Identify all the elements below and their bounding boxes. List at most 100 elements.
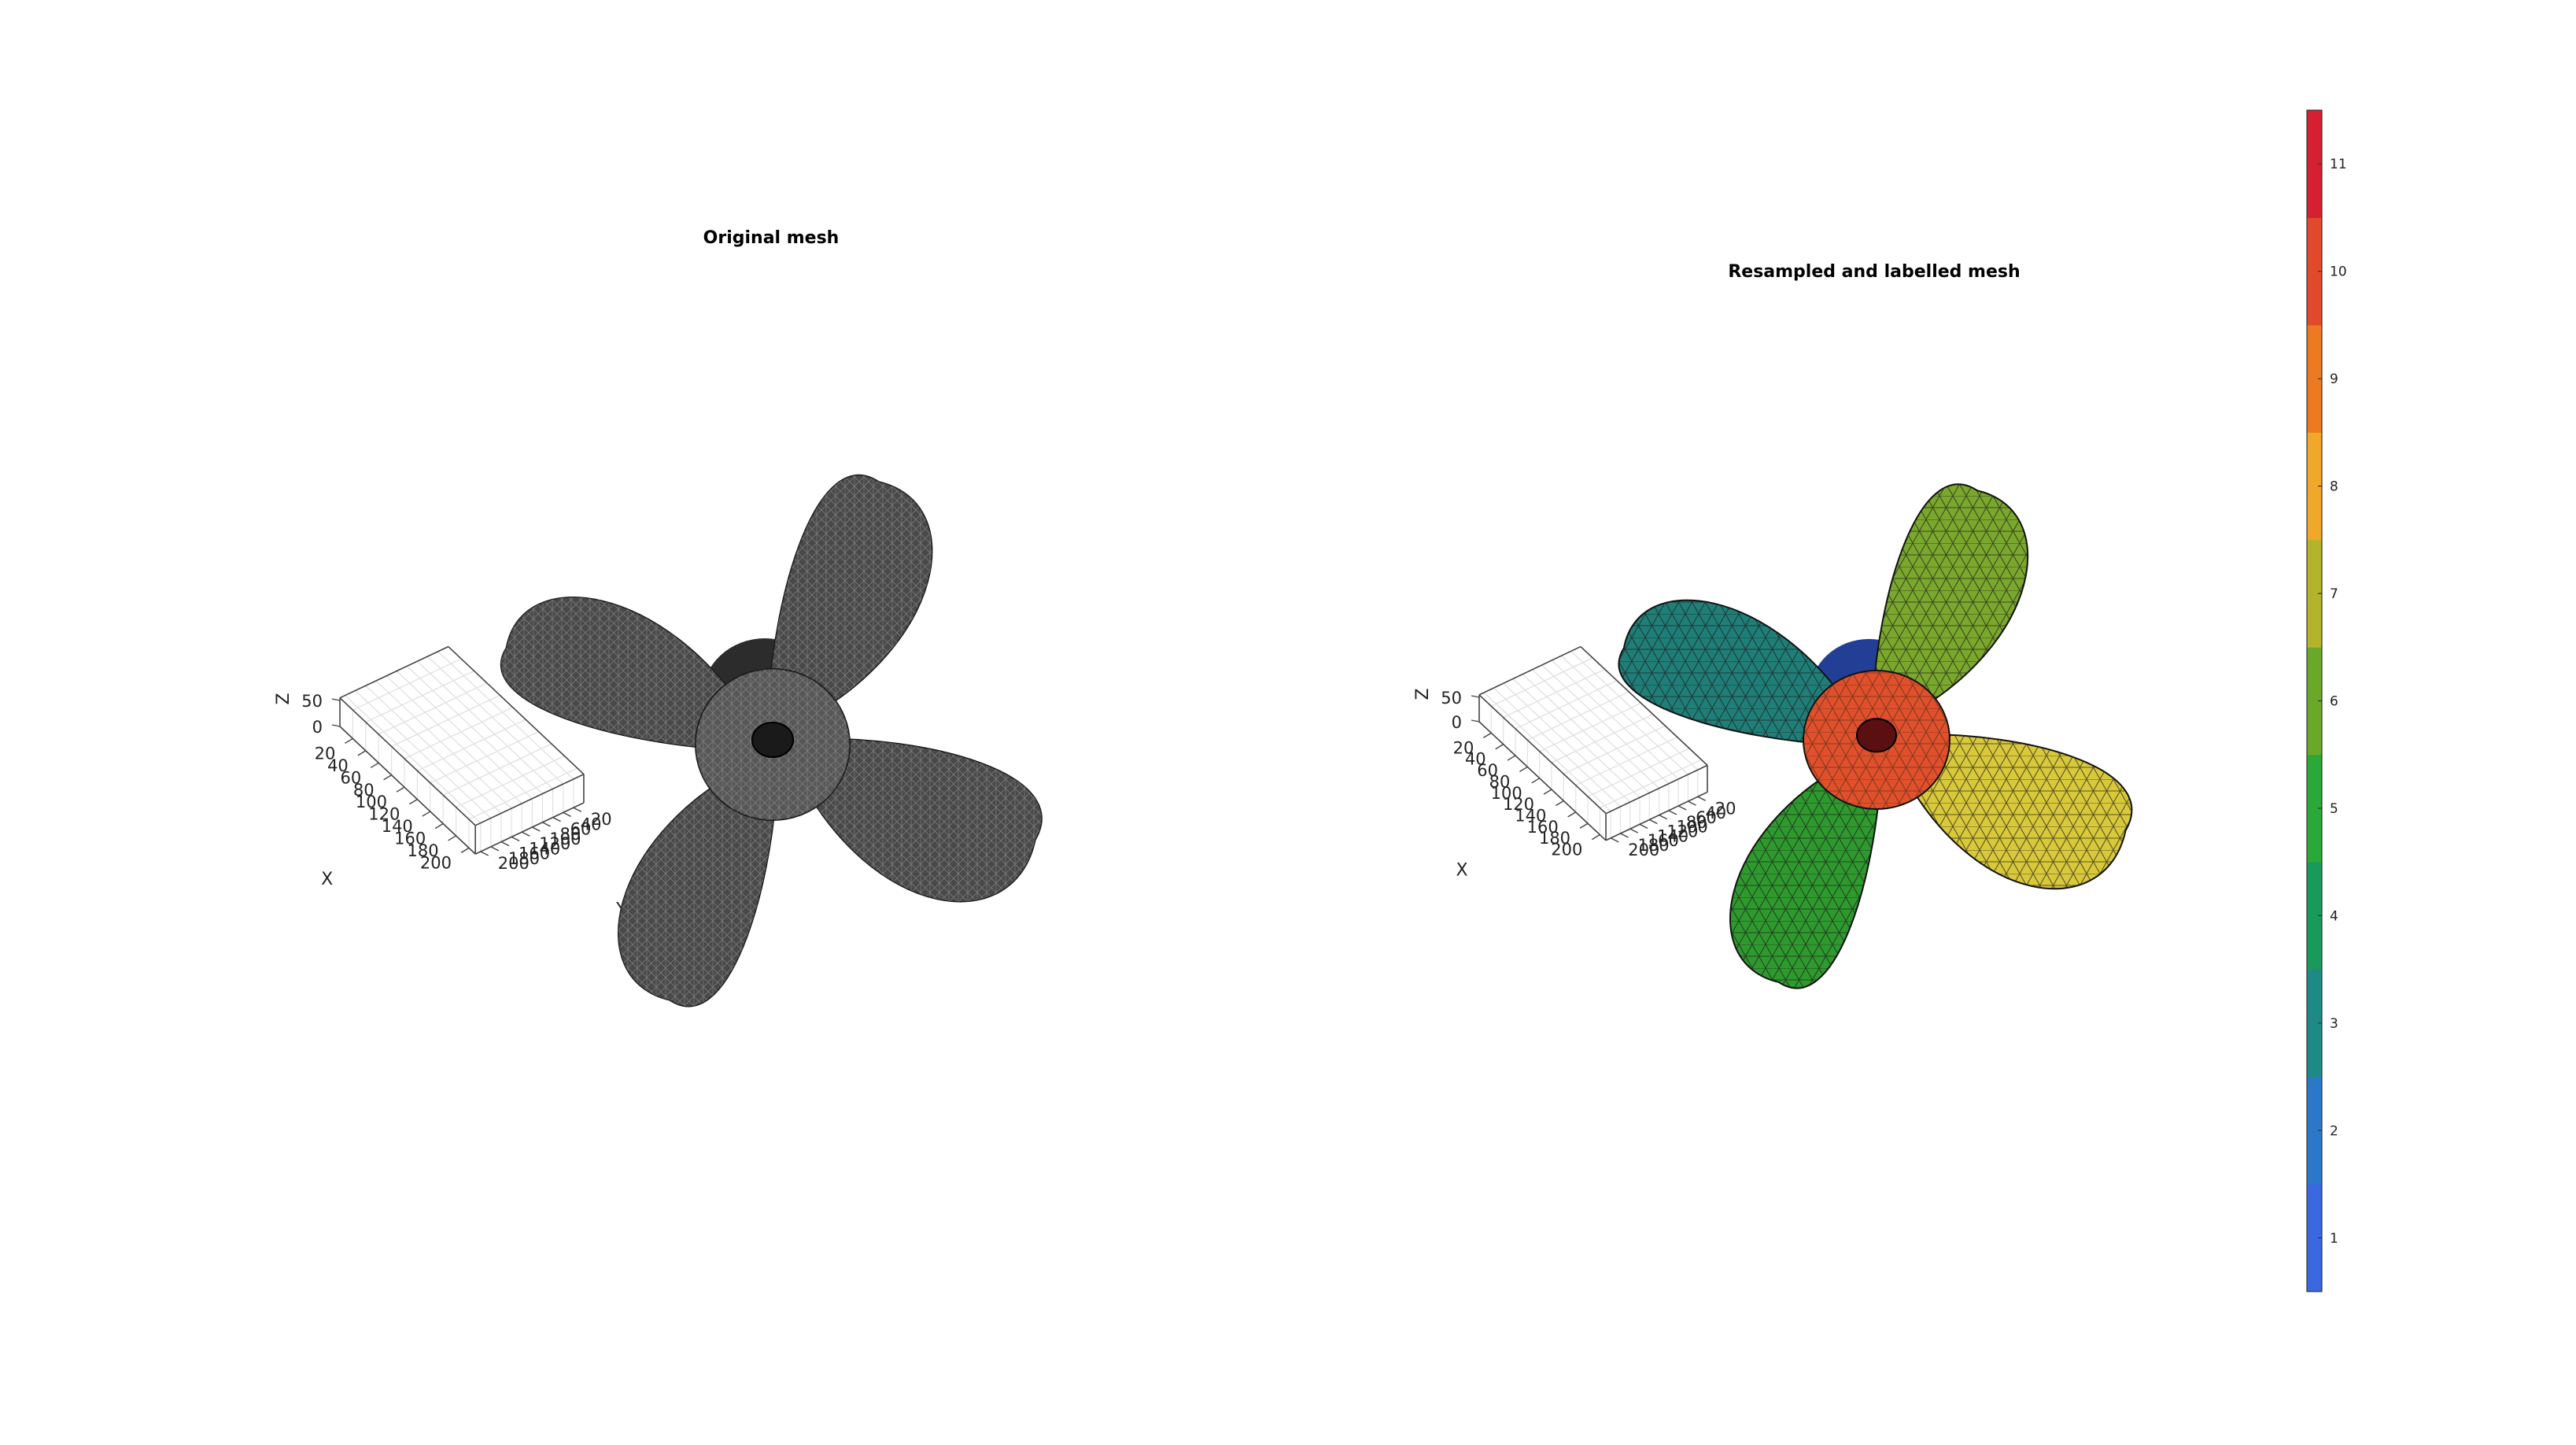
x-tick-mark (1482, 732, 1492, 738)
colorbar-tick-label: 1 (2330, 1231, 2338, 1247)
colorbar-tick-label: 3 (2330, 1016, 2338, 1032)
y-tick-mark (1639, 823, 1648, 829)
y-tick-mark (563, 811, 572, 818)
axes-box-edge (1478, 694, 1607, 815)
y-tick-mark (521, 831, 530, 837)
grid-line (365, 670, 474, 723)
y-tick-mark (1620, 833, 1629, 838)
grid-line (1570, 650, 1699, 771)
x-tick-mark (370, 762, 379, 768)
colorbar-tick-label: 4 (2330, 908, 2338, 924)
z-tick-label: 50 (301, 692, 323, 711)
x-tick-mark (460, 847, 470, 854)
colorbar-segment (2307, 1184, 2322, 1292)
x-tick-label: 100 (356, 793, 387, 811)
axes-box-edge (474, 773, 585, 826)
axes-box-edge (1580, 645, 1708, 766)
y-tick-mark (1677, 805, 1687, 811)
axes-box-edge (339, 645, 449, 699)
y-tick-label: 160 (1648, 831, 1679, 850)
x-tick-mark (1507, 755, 1516, 761)
x-tick-label: 140 (382, 817, 413, 836)
y-tick-label: 120 (539, 834, 570, 853)
colorbar-segment (2307, 217, 2322, 326)
x-tick-label: 40 (327, 756, 349, 775)
x-tick-label: 140 (1515, 807, 1546, 826)
right-axes: 2040608010012014016018020020406080100120… (1413, 483, 2133, 989)
x-tick-label: 180 (1539, 829, 1570, 848)
grid-line (1522, 674, 1650, 793)
colorbar-segment (2307, 969, 2322, 1077)
grid-line (437, 651, 574, 780)
y-tick-label: 180 (508, 849, 540, 868)
grid-line (375, 680, 512, 809)
left-axes-title: Original mesh (703, 228, 840, 248)
x-tick-label: 160 (1527, 818, 1559, 837)
x-tick-mark (1519, 766, 1528, 773)
colorbar-tick-label: 2 (2330, 1123, 2338, 1139)
x-tick-label: 80 (353, 781, 375, 800)
right-axes-title: Resampled and labelled mesh (1728, 262, 2021, 282)
grid-line (1515, 680, 1618, 730)
y-tick-mark (1610, 837, 1619, 843)
grid-line (1527, 691, 1629, 741)
y-tick-mark (480, 851, 489, 856)
grid-line (1551, 714, 1654, 763)
x-tick-mark (345, 737, 353, 745)
x-tick-label: 80 (1489, 772, 1511, 791)
grid-line (378, 682, 488, 735)
y-tick-label: 180 (1637, 836, 1669, 855)
colorbar-tick-label: 6 (2330, 694, 2338, 710)
z-tick-mark (1471, 719, 1480, 722)
grid-line (430, 731, 539, 784)
grid-line (391, 694, 500, 748)
axes-box-edge (448, 646, 585, 775)
x-tick-label: 200 (1551, 841, 1582, 859)
hub-hole (1856, 718, 1897, 753)
y-tick-label: 140 (529, 839, 560, 858)
blade-upper-left-mesh (1618, 600, 1854, 745)
left-axes: 2040608010012014016018020020406080100120… (274, 475, 1043, 1007)
x-tick-mark (396, 786, 405, 793)
axes-box-edge (1605, 791, 1708, 841)
y-tick-mark (1629, 828, 1639, 833)
grid-line (1575, 736, 1677, 786)
x-tick-label: 160 (394, 830, 426, 848)
axes-box-edge (1478, 721, 1607, 841)
axes-box-edge (339, 697, 476, 826)
axes-box-edge (339, 726, 476, 855)
grid-line (1493, 687, 1621, 808)
z-tick-mark (331, 724, 341, 727)
y-tick-label: 120 (1666, 822, 1698, 841)
y-tick-mark (511, 836, 520, 842)
grid-line (1539, 702, 1641, 752)
y-tick-label: 200 (498, 854, 530, 873)
y-tick-label: 40 (581, 815, 602, 833)
grid-line (396, 671, 533, 800)
y-tick-label: 60 (570, 820, 592, 839)
x-tick-mark (357, 750, 367, 756)
colorbar-tick-label: 8 (2330, 479, 2338, 495)
grid-line (406, 665, 543, 795)
y-tick-label: 80 (559, 825, 581, 844)
axes-box-edge (474, 802, 585, 855)
y-tick-label: 160 (519, 844, 550, 863)
z-tick-label: 0 (312, 718, 323, 737)
x-tick-mark (422, 811, 431, 817)
grid-line (427, 656, 564, 785)
colorbar-tick-label: 11 (2330, 157, 2347, 172)
grid-line (386, 675, 522, 804)
y-tick-mark (542, 822, 551, 827)
colorbar-segment (2307, 110, 2322, 218)
y-tick-mark (490, 846, 500, 852)
grid-line (1600, 759, 1702, 809)
blade-upper-left-mesh (500, 597, 749, 750)
colorbar-tick-label: 5 (2330, 801, 2338, 817)
x-tick-mark (448, 835, 456, 841)
grid-line (1551, 660, 1679, 780)
colorbar: 1 2 3 4 5 6 7 8 9 10 11 (2306, 109, 2347, 1292)
blade-lower-left-mesh (618, 767, 777, 1007)
blade-lower-right-mesh (796, 738, 1042, 902)
y-tick-mark (500, 841, 510, 847)
